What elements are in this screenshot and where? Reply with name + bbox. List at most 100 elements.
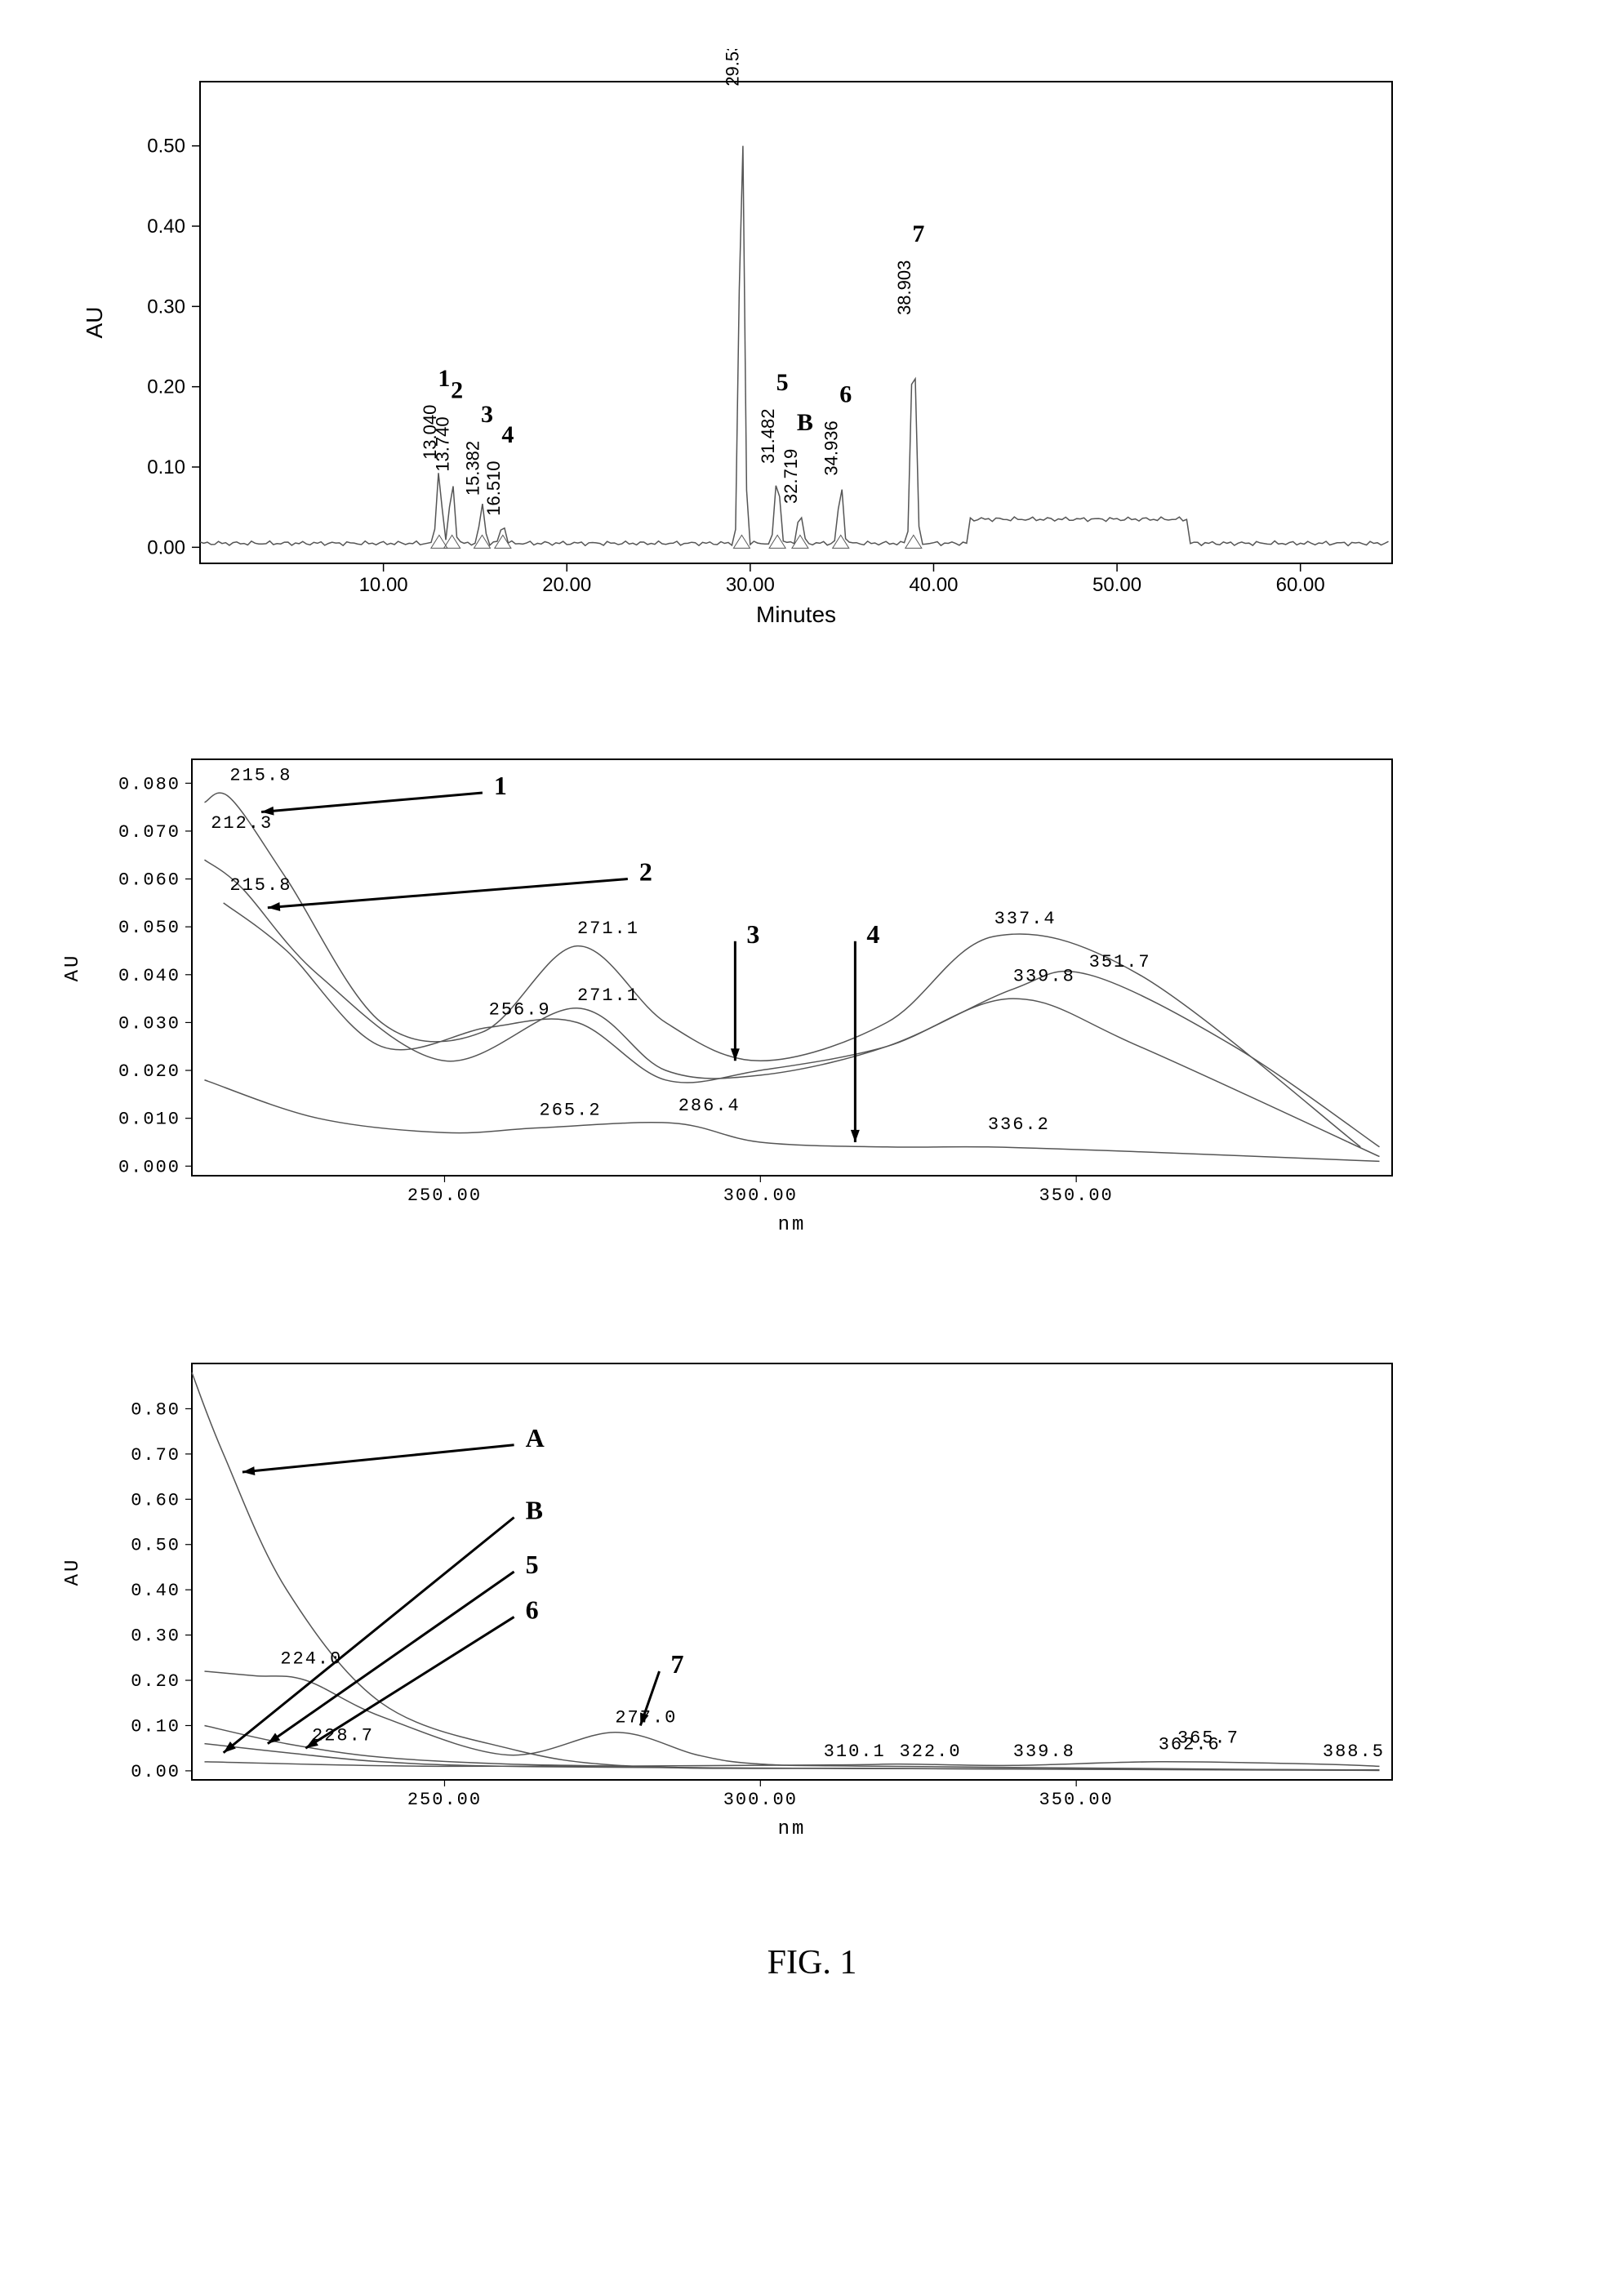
spectrum-curve (204, 1762, 1379, 1767)
chromatogram-panel: 0.00 0.10 0.20 0.30 0.40 0.50 10.00 20.00 30.00 4… (37, 49, 1588, 637)
ytick-label: 0.20 (131, 1671, 180, 1692)
xtick-label: 350.00 (1039, 1185, 1113, 1206)
x-axis-label: Minutes (755, 602, 835, 627)
ytick-label: 0.40 (131, 1581, 180, 1601)
wavelength-label: 256.9 (488, 1000, 550, 1021)
curve-id-label: 2 (638, 857, 652, 887)
peak-id-label: 4 (501, 421, 514, 448)
spectrum-curve (204, 793, 1360, 1147)
wavelength-label: 337.4 (994, 909, 1056, 929)
ytick-label: 0.20 (147, 376, 185, 398)
wavelength-label: 351.7 (1088, 952, 1150, 972)
xtick-label: 40.00 (909, 574, 958, 596)
ytick-label: 0.020 (118, 1061, 180, 1082)
y-axis-label: AU (62, 1558, 84, 1586)
peak-rt-label: 29.537 (722, 49, 742, 87)
ytick-label: 0.00 (131, 1762, 180, 1782)
wavelength-label: 228.7 (312, 1726, 374, 1746)
wavelength-label: 271.1 (576, 919, 638, 939)
y-axis-label: AU (82, 307, 107, 339)
xtick-label: 350.00 (1039, 1790, 1113, 1810)
ytick-label: 0.30 (147, 296, 185, 318)
xtick-label: 300.00 (723, 1790, 797, 1810)
wavelength-label: 339.8 (1012, 967, 1075, 987)
wavelength-label: 271.1 (576, 985, 638, 1006)
peak-rt-label: 38.903 (893, 260, 914, 315)
spectrum-curve (204, 860, 1379, 1147)
peak-rt-label: 32.719 (780, 449, 800, 504)
ytick-label: 0.010 (118, 1110, 180, 1130)
ytick-label: 0.80 (131, 1399, 180, 1420)
ytick-label: 0.60 (131, 1490, 180, 1510)
peak-id-label: 2 (451, 377, 463, 404)
wavelength-label: 310.1 (823, 1742, 885, 1762)
peak-rt-label: 31.482 (758, 409, 778, 464)
spectrum-curve (204, 1080, 1379, 1162)
curve-id-label: 4 (866, 919, 879, 949)
wavelength-label: 388.5 (1322, 1742, 1384, 1762)
annotation-arrow (223, 1517, 514, 1752)
annotation-arrow (261, 793, 483, 812)
wavelength-label: 365.7 (1177, 1728, 1239, 1748)
xtick-label: 250.00 (407, 1185, 481, 1206)
ytick-label: 0.10 (131, 1716, 180, 1737)
ytick-label: 0.50 (147, 136, 185, 158)
curve-id-label: 6 (525, 1595, 538, 1624)
spectrum-curve (204, 1671, 1379, 1770)
curve-id-label: 1 (493, 771, 506, 800)
ytick-label: 0.70 (131, 1445, 180, 1466)
annotation-arrow (242, 1445, 514, 1472)
xtick-label: 300.00 (723, 1185, 797, 1206)
wavelength-label: 286.4 (678, 1096, 740, 1116)
peak-id-label: 3 (481, 401, 493, 428)
curve-id-label: 5 (525, 1550, 538, 1579)
uv-spectrum-panel-top: 0.0000.0100.0200.0300.0400.0500.0600.070… (37, 735, 1588, 1241)
peak-id-label: 5 (776, 369, 788, 396)
ytick-label: 0.070 (118, 822, 180, 843)
xtick-label: 20.00 (542, 574, 591, 596)
xtick-label: 60.00 (1275, 574, 1324, 596)
wavelength-label: 224.0 (280, 1648, 342, 1669)
ytick-label: 0.040 (118, 966, 180, 986)
peak-marker (733, 535, 750, 548)
peak-id-label: 1 (438, 365, 450, 392)
ytick-label: 0.00 (147, 536, 185, 558)
peak-rt-label: 15.382 (462, 441, 483, 496)
xtick-label: 250.00 (407, 1790, 481, 1810)
xtick-label: 30.00 (725, 574, 774, 596)
peak-marker (905, 535, 921, 548)
peak-rt-label: 13.740 (432, 416, 452, 471)
curve-id-label: 7 (670, 1649, 683, 1679)
ytick-label: 0.060 (118, 870, 180, 891)
wavelength-label: 336.2 (987, 1114, 1049, 1135)
annotation-arrow (305, 1617, 514, 1748)
ytick-label: 0.40 (147, 216, 185, 238)
y-axis-label: AU (62, 954, 84, 982)
ytick-label: 0.10 (147, 456, 185, 478)
wavelength-label: 215.8 (229, 875, 291, 896)
peak-id-label: B (796, 409, 812, 436)
uv-spectrum-panel-bottom: 0.00 0.10 0.20 0.30 0.40 0.50 0.60 0.70 0.80 250.… (37, 1339, 1588, 1845)
xtick-label: 50.00 (1092, 574, 1141, 596)
xtick-label: 10.00 (358, 574, 407, 596)
curve-id-label: A (525, 1423, 544, 1452)
wavelength-label: 339.8 (1012, 1742, 1075, 1762)
wavelength-label: 322.0 (899, 1742, 961, 1762)
spectrum-curve (192, 1372, 1380, 1770)
wavelength-label: 265.2 (539, 1101, 601, 1121)
x-axis-label: nm (777, 1818, 806, 1840)
wavelength-label: 212.3 (211, 813, 273, 834)
peak-rt-label: 16.510 (483, 460, 503, 515)
ytick-label: 0.080 (118, 774, 180, 794)
figure-caption: FIG. 1 (37, 1943, 1588, 1982)
ytick-label: 0.050 (118, 918, 180, 938)
annotation-arrow (267, 879, 627, 908)
wavelength-label: 215.8 (229, 765, 291, 785)
ytick-label: 0.000 (118, 1157, 180, 1177)
curve-id-label: B (525, 1495, 542, 1524)
curve-id-label: 3 (746, 919, 759, 949)
ytick-label: 0.50 (131, 1536, 180, 1556)
peak-id-label: 6 (839, 381, 852, 408)
ytick-label: 0.30 (131, 1626, 180, 1647)
x-axis-label: nm (777, 1214, 806, 1236)
